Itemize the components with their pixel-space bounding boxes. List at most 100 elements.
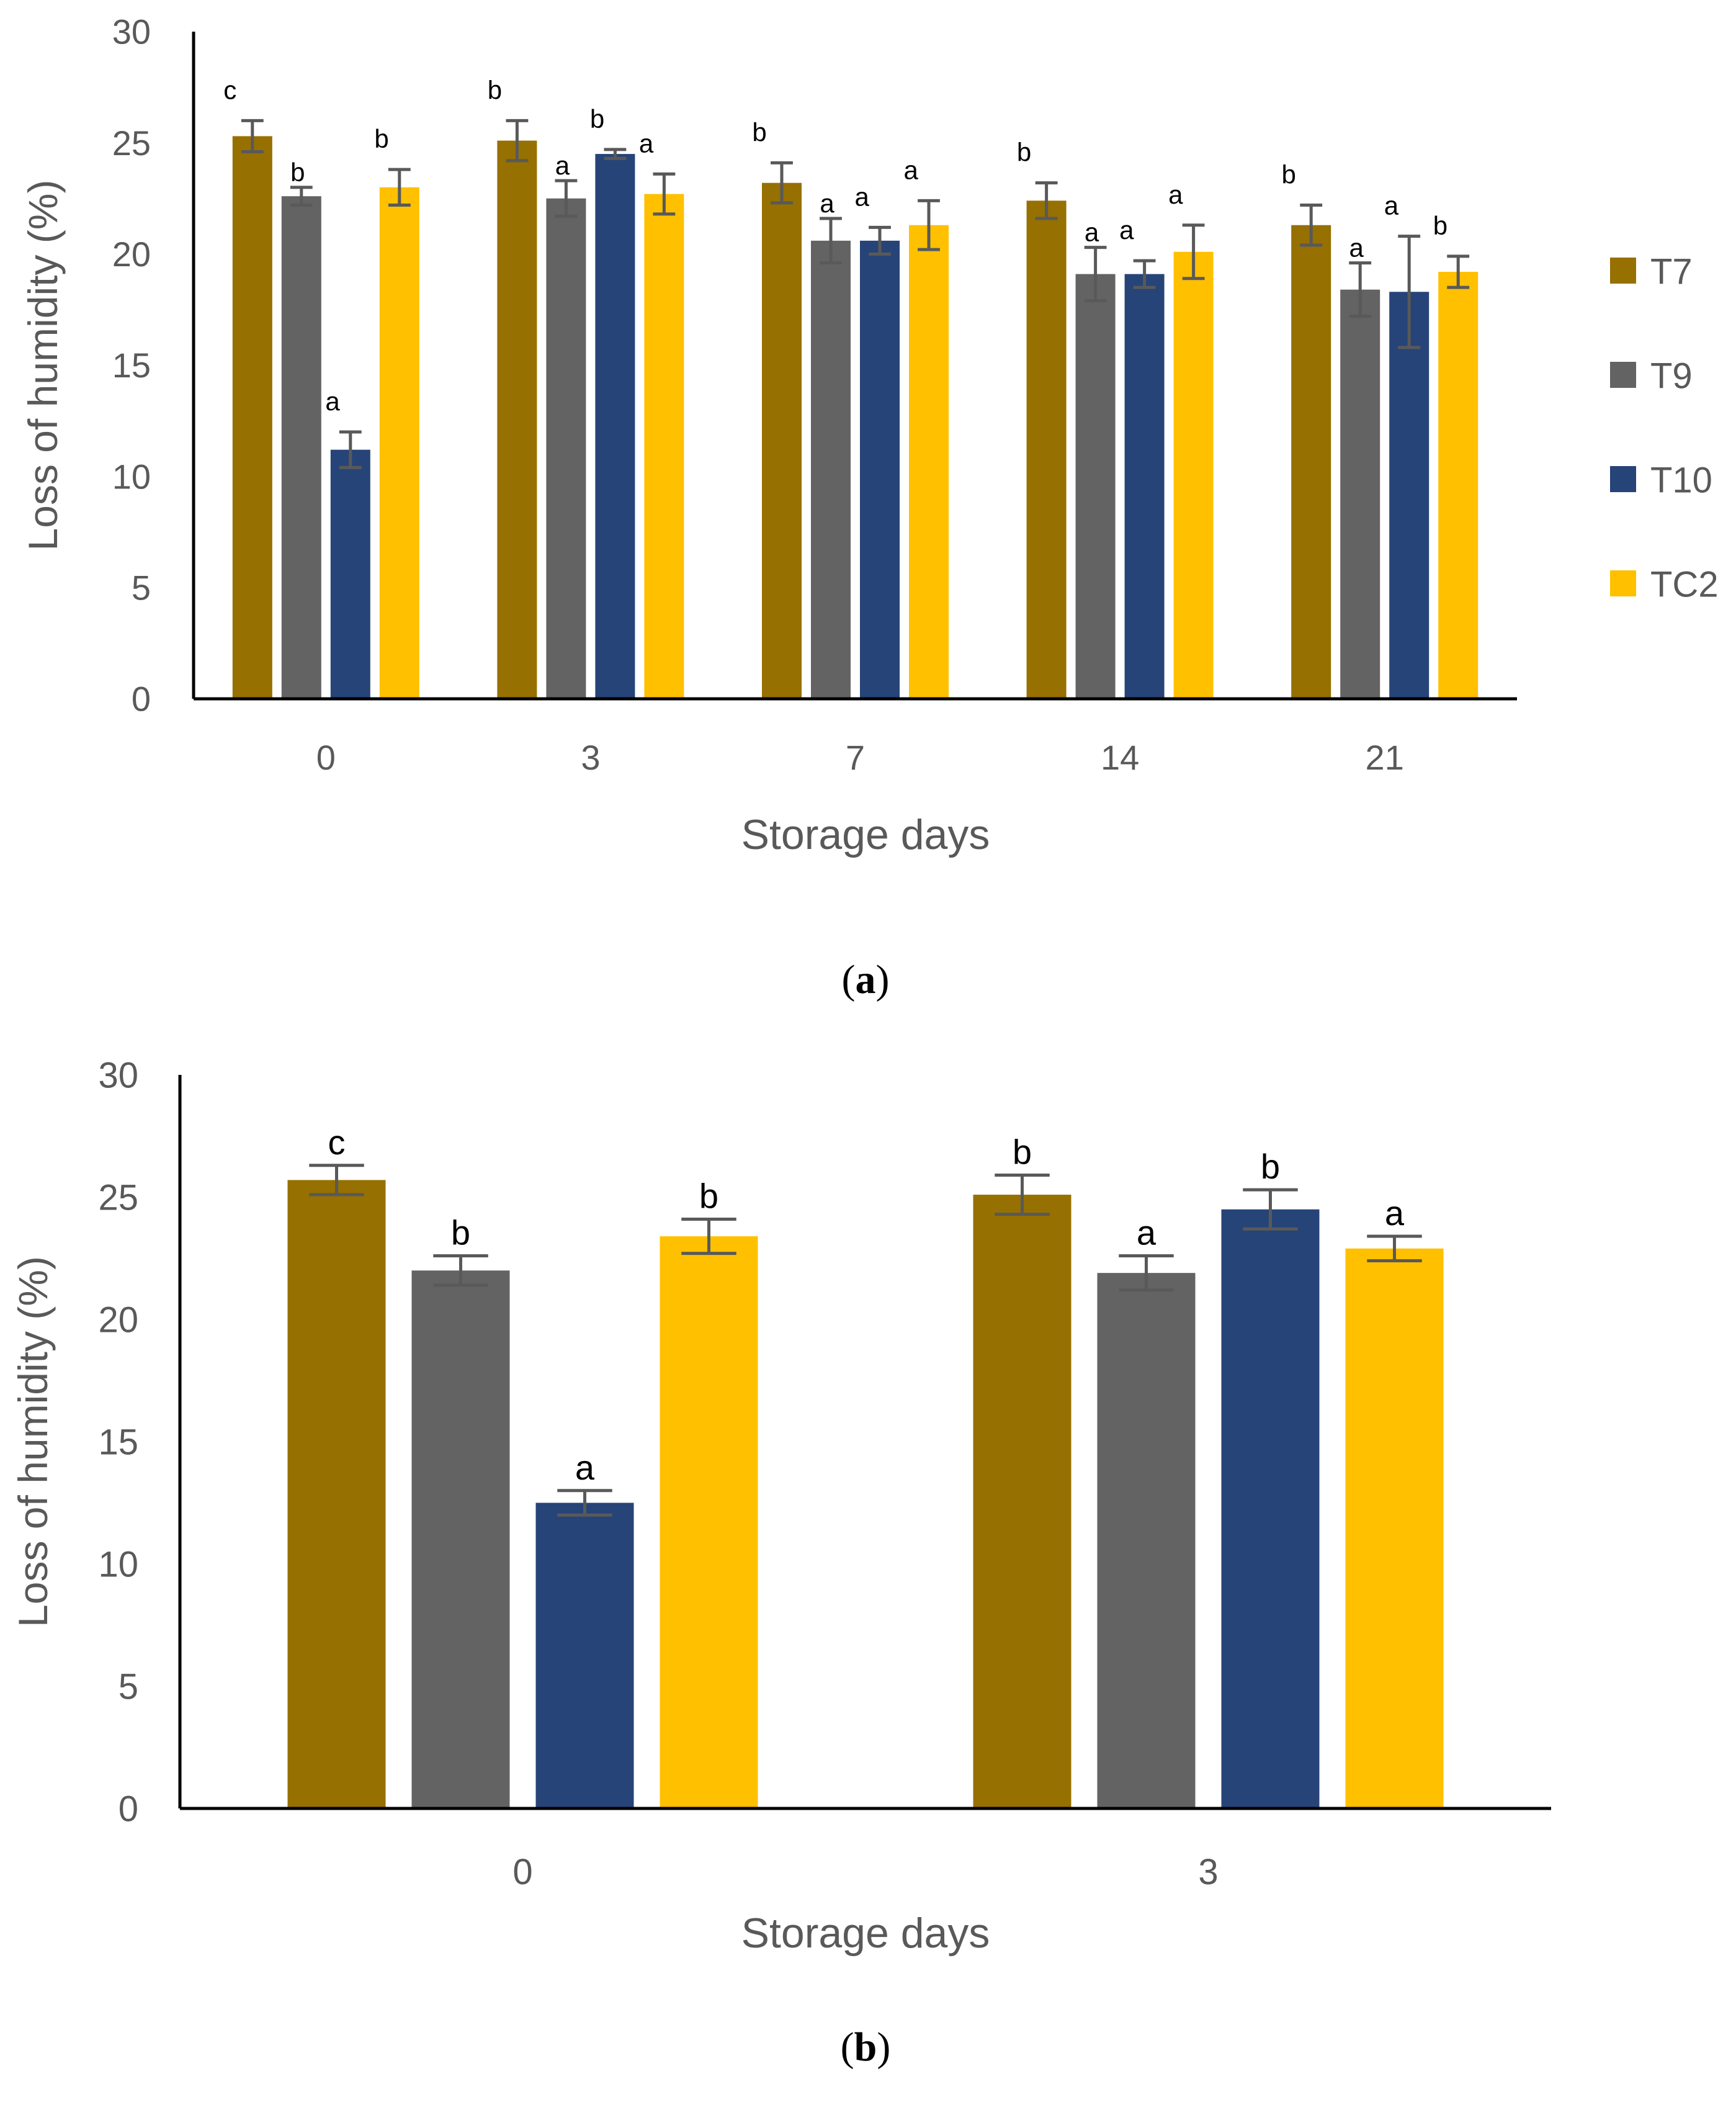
y-axis-title: Loss of humidity (%)	[10, 1256, 56, 1627]
legend-label-t9: T9	[1650, 356, 1693, 396]
y-tick-label: 10	[112, 457, 151, 496]
panel-caption-open: (	[841, 2024, 854, 2070]
bar-t9-day-3	[546, 198, 586, 699]
bar-tc2-day-14	[1173, 251, 1214, 699]
y-tick-label: 10	[98, 1544, 138, 1584]
legend-label-t7: T7	[1650, 251, 1693, 292]
panel-caption-open: (	[842, 957, 856, 1002]
panel-caption: (a)	[842, 957, 890, 1002]
bar-t9-day-7	[811, 240, 851, 699]
panel-caption: (b)	[841, 2024, 891, 2070]
bar-tc2-day-21	[1438, 272, 1479, 699]
y-tick-label: 0	[132, 680, 151, 719]
bar-t9-day-0	[411, 1270, 510, 1808]
x-tick-label: 3	[1198, 1852, 1218, 1892]
bar-t10-day-3	[595, 154, 635, 699]
bar-t7-day-0	[232, 136, 272, 699]
chart-panel-b: 0 5 10 15 20 25 30 c b b a a b b a 0 3 Loss of humidity (…	[10, 1055, 1551, 2070]
significance-label: c	[328, 1123, 346, 1162]
bar-t7-day-3	[497, 140, 537, 699]
bar-tc2-day-3	[644, 194, 684, 699]
significance-label: a	[1384, 191, 1399, 220]
x-tick-label: 0	[316, 738, 336, 777]
significance-label: b	[1433, 211, 1447, 240]
significance-label: a	[1349, 233, 1364, 263]
y-tick-label: 5	[132, 568, 151, 607]
significance-label: a	[1137, 1213, 1157, 1252]
bar-t7-day-21	[1291, 225, 1331, 699]
bar-t7-day-3	[973, 1195, 1072, 1808]
legend-swatch-t7	[1610, 258, 1636, 284]
significance-label: a	[555, 151, 570, 180]
significance-label: a	[820, 189, 834, 218]
y-tick-label: 25	[98, 1177, 138, 1218]
y-tick-label: 25	[112, 124, 151, 163]
significance-label: c	[223, 75, 236, 104]
significance-label: b	[699, 1176, 718, 1215]
significance-label: b	[290, 158, 305, 187]
bar-t10-day-3	[1221, 1209, 1320, 1808]
legend-swatch-t10	[1610, 466, 1636, 492]
y-tick-label: 30	[98, 1055, 138, 1095]
x-tick-label: 3	[581, 738, 600, 777]
significance-label: b	[590, 104, 604, 133]
significance-label: a	[1085, 218, 1099, 247]
legend-swatch-tc2	[1610, 570, 1636, 596]
significance-label: b	[1017, 138, 1031, 167]
panel-caption-letter: a	[856, 957, 876, 1002]
y-tick-label: 15	[112, 346, 151, 385]
significance-label: a	[575, 1448, 595, 1487]
significance-label: b	[1261, 1147, 1280, 1186]
panel-caption-close: )	[876, 957, 890, 1002]
significance-label: a	[325, 387, 340, 416]
x-axis-title: Storage days	[741, 811, 990, 858]
significance-label: b	[1282, 160, 1296, 189]
significance-label: a	[1385, 1193, 1405, 1233]
significance-label: b	[1013, 1133, 1032, 1172]
significance-label: a	[1168, 180, 1183, 209]
legend-label-tc2: TC2	[1650, 564, 1719, 604]
x-tick-label: 0	[512, 1852, 532, 1892]
bar-tc2-day-0	[660, 1236, 758, 1808]
bar-t7-day-0	[287, 1180, 386, 1808]
bar-t9-day-14	[1075, 274, 1116, 699]
significance-label: a	[904, 155, 919, 184]
bar-t9-day-3	[1097, 1273, 1196, 1808]
bar-t9-day-0	[281, 196, 321, 699]
bar-t10-day-0	[535, 1502, 634, 1808]
significance-label: b	[488, 75, 502, 104]
bar-t10-day-21	[1389, 292, 1430, 699]
significance-label: b	[752, 117, 766, 146]
bar-t7-day-7	[762, 182, 802, 699]
x-tick-label: 14	[1101, 738, 1139, 777]
panel-caption-letter: b	[854, 2024, 877, 2070]
y-tick-label: 5	[119, 1666, 138, 1707]
y-axis-title: Loss of humidity (%)	[20, 180, 66, 551]
significance-label: a	[855, 182, 870, 211]
legend: T7 T9 T10 TC2	[1610, 251, 1719, 604]
significance-label: b	[374, 124, 388, 153]
x-tick-label: 7	[846, 738, 865, 777]
bar-t10-day-0	[330, 449, 370, 699]
x-axis-title: Storage days	[741, 1910, 990, 1957]
y-tick-label: 20	[112, 235, 151, 274]
panel-caption-close: )	[877, 2024, 890, 2070]
y-tick-label: 0	[119, 1789, 138, 1829]
y-tick-label: 20	[98, 1300, 138, 1340]
significance-label: a	[1119, 215, 1134, 245]
y-tick-label: 30	[112, 12, 151, 52]
legend-swatch-t9	[1610, 362, 1636, 388]
bar-t10-day-7	[860, 240, 900, 699]
bar-t7-day-14	[1026, 200, 1067, 699]
legend-label-t10: T10	[1650, 460, 1712, 500]
bar-tc2-day-7	[909, 225, 949, 699]
bar-tc2-day-0	[379, 187, 419, 699]
bar-tc2-day-3	[1345, 1248, 1444, 1808]
significance-label: a	[639, 128, 654, 158]
y-tick-label: 15	[98, 1422, 138, 1462]
significance-label: b	[451, 1213, 470, 1252]
bar-t10-day-14	[1124, 274, 1165, 699]
bar-t9-day-21	[1340, 289, 1380, 699]
